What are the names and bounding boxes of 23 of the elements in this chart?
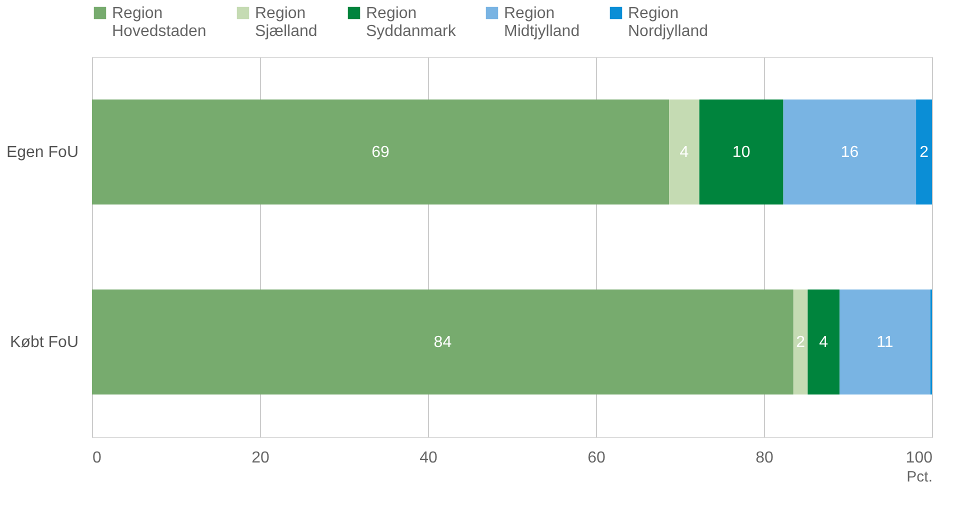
y-tick-label: Købt FoU [10, 334, 78, 351]
legend-label: Region Sjælland [255, 5, 318, 40]
data-label: 4 [819, 334, 828, 351]
legend-label: Region Midtjylland [504, 5, 580, 40]
x-axis-title: Pct. [906, 468, 932, 486]
x-tick-label: 20 [252, 450, 270, 466]
data-label: 84 [434, 334, 452, 351]
y-tick-label: Egen FoU [6, 144, 78, 161]
legend-label: Region Syddanmark [366, 5, 457, 40]
data-label: 4 [680, 144, 689, 161]
data-label: 16 [840, 144, 859, 161]
data-label: 10 [732, 144, 750, 161]
x-tick-label: 100 [906, 450, 933, 466]
x-tick-label: 80 [756, 450, 774, 466]
x-tick-label: 40 [420, 450, 438, 466]
data-label: 2 [920, 144, 929, 161]
x-tick-label: 60 [588, 450, 606, 466]
x-tick-label: 0 [92, 450, 102, 466]
data-label: 69 [372, 144, 390, 161]
legend-label: Region Hovedstaden [112, 5, 206, 40]
data-label: 2 [796, 334, 806, 351]
legend-label: Region Nordjylland [628, 5, 708, 40]
data-label: 11 [876, 334, 894, 351]
